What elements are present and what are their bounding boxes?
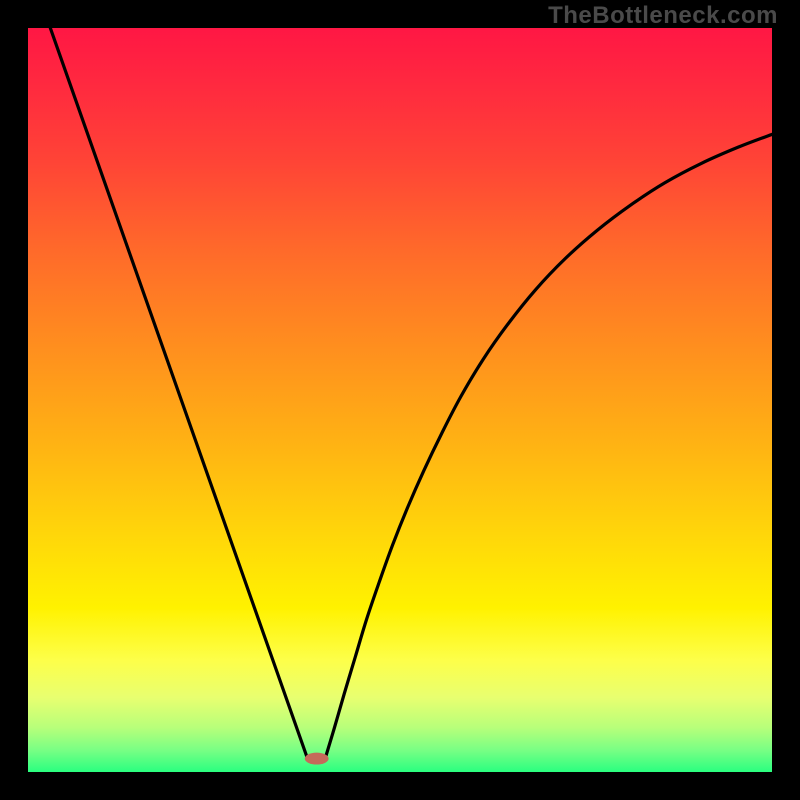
- chart-container: TheBottleneck.com: [0, 0, 800, 800]
- plot-area: [28, 28, 772, 772]
- bottleneck-curve: [28, 28, 772, 772]
- right-curve-branch: [326, 134, 772, 757]
- left-curve-branch: [50, 28, 307, 757]
- vertex-marker: [305, 753, 329, 765]
- watermark-text: TheBottleneck.com: [548, 2, 778, 30]
